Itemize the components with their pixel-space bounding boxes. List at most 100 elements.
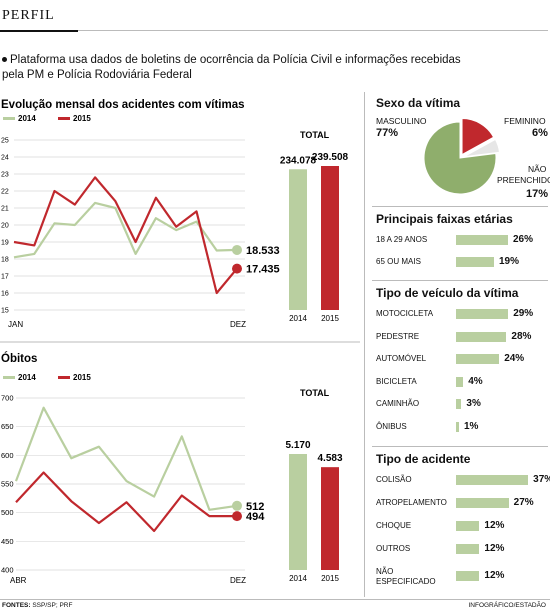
series-line-2015 <box>15 471 237 533</box>
section-rule-thin <box>78 30 548 31</box>
chart2-total-bars: 5.170 2014 4.583 2015 <box>285 440 342 583</box>
sexo-pie <box>423 118 500 195</box>
bar-row: PEDESTRE 28% <box>376 331 548 354</box>
bar-row-label: 65 OU MAIS <box>376 257 421 266</box>
chart2-legend: 2014 2015 <box>3 373 91 382</box>
total-bar-2015 <box>321 166 339 310</box>
chart1-xlabel-start: JAN <box>8 320 23 329</box>
bar-row-label: BICICLETA <box>376 376 417 386</box>
chart2-ticks: 400 450 500 550 600 650 700 <box>1 394 14 575</box>
legend-2014-label: 2014 <box>18 373 36 382</box>
total-year-2014: 2014 <box>289 574 307 583</box>
bar-value: 12% <box>484 570 505 581</box>
bar-row: COLISÃO 37% <box>376 474 550 497</box>
chart1-lines: 18.533 17.435 <box>13 176 280 295</box>
column-divider <box>364 92 365 597</box>
feminino-value: 6% <box>532 127 548 139</box>
bar-row-label: CHOQUE <box>376 521 412 530</box>
bar-row-label: ÔNIBUS <box>376 421 407 431</box>
feminino-label: FEMININO <box>504 116 546 126</box>
total-bar-2014 <box>289 169 307 310</box>
y-tick-label: 20 <box>1 223 9 230</box>
bar-value: 29% <box>513 308 534 319</box>
pie-slice-red <box>461 118 495 156</box>
chart2-total-title: TOTAL <box>300 388 330 398</box>
right-rule-1 <box>372 206 548 207</box>
nao-preenchido-label-2: PREENCHIDO <box>497 175 550 185</box>
bar-value: 3% <box>466 398 481 409</box>
veiculo-title: Tipo de veículo da vítima <box>376 286 519 300</box>
bar <box>456 354 500 364</box>
y-tick-label: 16 <box>1 291 9 298</box>
chart1-title: Evolução mensal dos acidentes com vítima… <box>1 99 245 111</box>
y-tick-label: 700 <box>1 394 14 403</box>
bar-value: 1% <box>464 420 479 432</box>
chart1-ticks: 15 16 17 18 19 20 21 22 23 24 25 <box>1 138 9 315</box>
legend-2014-swatch <box>3 376 15 379</box>
legend-2015-label: 2015 <box>73 373 91 382</box>
bar-row: 65 OU MAIS 19% <box>376 256 548 278</box>
total-year-2014: 2014 <box>289 314 307 323</box>
right-rule-2 <box>372 280 548 281</box>
bar-value: 4% <box>468 375 483 387</box>
bar <box>456 235 508 245</box>
bar-value: 24% <box>504 353 525 364</box>
total-bar-2015 <box>321 467 339 570</box>
series-end-label-2015: 494 <box>246 511 265 523</box>
y-tick-label: 19 <box>1 240 9 247</box>
series-end-point-2015 <box>232 511 242 522</box>
y-tick-label: 24 <box>1 155 9 162</box>
bar-value: 37% <box>533 474 550 485</box>
y-tick-label: 450 <box>1 537 14 546</box>
masculino-label: MASCULINO <box>376 116 427 126</box>
bar-row: CAMINHÃO 3% <box>376 398 548 421</box>
series-end-point-2015 <box>232 263 242 274</box>
total-value-2015: 239.508 <box>312 152 349 163</box>
right-rule-3 <box>372 446 548 447</box>
bar-row-label: OUTROS <box>376 544 411 553</box>
bar <box>456 544 480 554</box>
y-tick-label: 600 <box>1 451 14 460</box>
legend-2015-swatch <box>58 376 70 379</box>
y-tick-label: 22 <box>1 189 9 196</box>
footer-sources-text: SSP/SP; PRF <box>32 602 73 609</box>
series-end-point-2014 <box>232 500 242 511</box>
total-year-2015: 2015 <box>321 314 339 323</box>
section-rule <box>0 30 78 32</box>
chart1-legend: 2014 2015 <box>3 114 91 123</box>
footer-sources: FONTES: SSP/SP; PRF <box>2 602 72 609</box>
bar-row: NÃO ESPECIFICADO 12% <box>376 566 548 589</box>
masculino-value: 77% <box>376 127 399 139</box>
bar-row-label: 18 A 29 ANOS <box>376 235 428 244</box>
sexo-title: Sexo da vítima <box>376 96 461 110</box>
chart1-grid <box>14 139 245 311</box>
chart2-title: Óbitos <box>1 352 37 365</box>
left-charts: Evolução mensal dos acidentes com vítima… <box>0 99 360 585</box>
total-value-2014: 5.170 <box>285 440 310 451</box>
chart1-total-title: TOTAL <box>300 130 330 140</box>
y-tick-label: 21 <box>1 206 9 213</box>
series-end-label-2014: 18.533 <box>246 245 280 257</box>
bar-row-label: NÃO <box>376 567 394 576</box>
bar <box>456 571 480 581</box>
y-tick-label: 17 <box>1 274 9 281</box>
bar-row: 18 A 29 ANOS 26% <box>376 234 548 256</box>
footer-rule <box>0 599 550 600</box>
bar-row-label-2: ESPECIFICADO <box>376 577 436 586</box>
bar-row: OUTROS 12% <box>376 543 548 566</box>
chart2-xlabel-start: ABR <box>10 576 27 585</box>
y-tick-label: 650 <box>1 422 14 431</box>
y-tick-label: 15 <box>1 308 9 315</box>
total-value-2014: 234.078 <box>280 155 317 166</box>
total-year-2015: 2015 <box>321 574 339 583</box>
intro-text: Plataforma usa dados de boletins de ocor… <box>2 54 461 81</box>
bar <box>456 521 480 531</box>
y-tick-label: 18 <box>1 257 9 264</box>
section-title: PERFIL <box>2 8 55 23</box>
bar <box>456 421 459 432</box>
total-bar-2014 <box>289 454 307 570</box>
bar <box>456 309 509 319</box>
series-end-label-2015: 17.435 <box>246 264 280 276</box>
total-value-2015: 4.583 <box>317 453 342 464</box>
acidente-title: Tipo de acidente <box>376 452 471 466</box>
